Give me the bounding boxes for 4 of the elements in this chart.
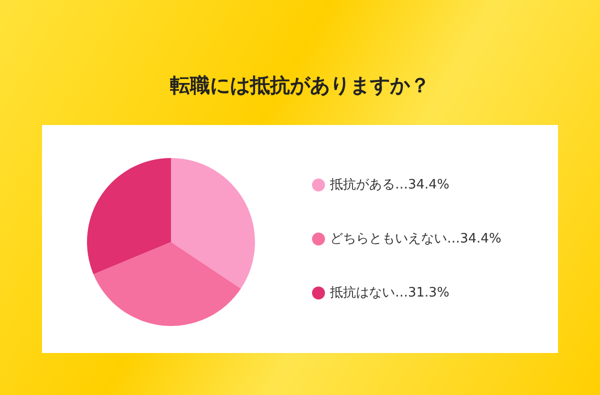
legend-label: 抵抗はない…31.3%	[329, 286, 450, 300]
legend-label: 抵抗がある…34.4%	[329, 178, 450, 192]
chart-title: 転職には抵抗がありますか？	[169, 72, 431, 99]
legend-label: どちらともいえない…34.4%	[330, 232, 502, 246]
